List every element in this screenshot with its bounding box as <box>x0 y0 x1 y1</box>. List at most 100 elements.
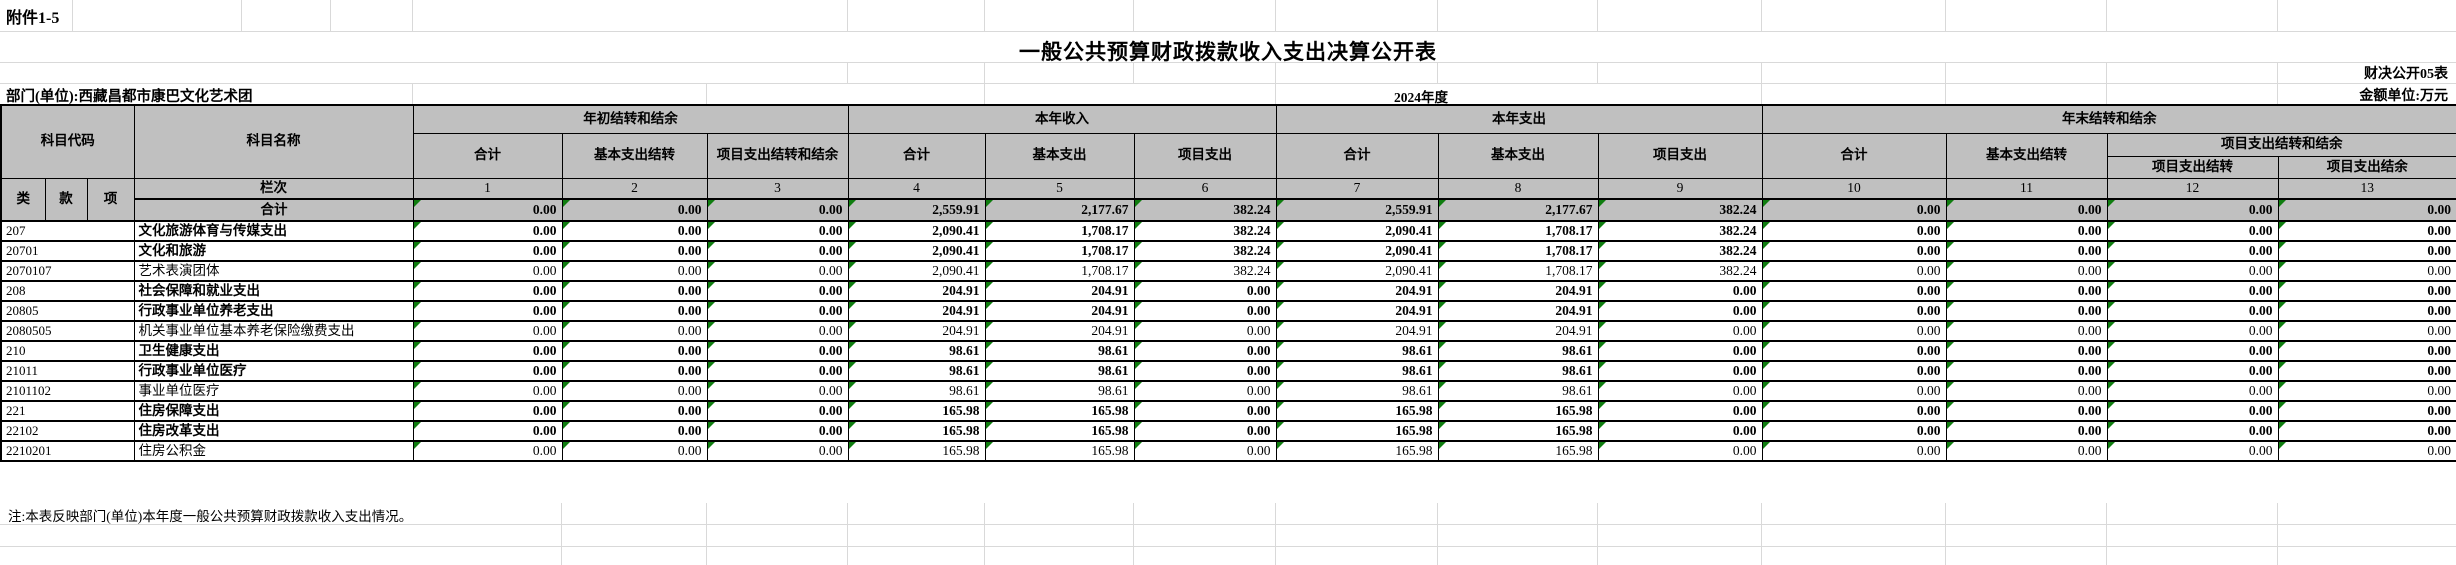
value-cell: 0.00 <box>706 340 849 362</box>
gridline <box>2277 0 2278 31</box>
value-cell: 165.98 <box>1437 400 1599 422</box>
value-cell: 2,090.41 <box>1275 260 1439 282</box>
value-cell: 204.91 <box>847 300 986 322</box>
gridline <box>706 503 707 565</box>
value-cell: 0.00 <box>706 198 849 222</box>
value-cell: 0.00 <box>412 280 563 302</box>
header-subject-code: 科目代码 <box>0 104 135 179</box>
value-cell: 0.00 <box>706 240 849 262</box>
table-row: 2070107 艺术表演团体 0.00 0.00 0.00 2,090.41 1,708.1… <box>0 260 2456 282</box>
column-number-cell: 12 <box>2106 177 2279 200</box>
gridline <box>984 0 985 31</box>
value-cell: 0.00 <box>1945 440 2108 462</box>
gridline <box>706 83 707 104</box>
subject-code-cell: 208 <box>0 280 135 302</box>
subject-code-cell: 2101102 <box>0 380 135 402</box>
subject-name-cell: 住房保障支出 <box>133 400 414 422</box>
value-cell: 0.00 <box>2277 300 2456 322</box>
value-cell: 0.00 <box>1761 220 1947 242</box>
value-cell: 98.61 <box>984 360 1135 382</box>
gridline <box>1945 62 1946 83</box>
attachment-label: 附件1-5 <box>6 10 60 27</box>
value-cell: 98.61 <box>847 380 986 402</box>
table-row: 21011 行政事业单位医疗 0.00 0.00 0.00 98.61 98.61 0.00 9… <box>0 360 2456 382</box>
value-cell: 0.00 <box>2277 240 2456 262</box>
gridline <box>1761 503 1762 565</box>
value-cell: 0.00 <box>412 220 563 242</box>
value-cell: 382.24 <box>1133 240 1277 262</box>
header-cell-lei: 类 <box>0 177 46 222</box>
value-cell: 0.00 <box>412 340 563 362</box>
value-cell: 0.00 <box>1133 420 1277 442</box>
subject-name-cell: 事业单位医疗 <box>133 380 414 402</box>
subject-name-cell: 合计 <box>133 198 414 222</box>
subject-code-cell: 21011 <box>0 360 135 382</box>
table-code-label: 财决公开05表 <box>2364 67 2448 82</box>
gridline <box>2277 83 2278 104</box>
value-cell: 0.00 <box>1945 220 2108 242</box>
value-cell: 0.00 <box>1945 260 2108 282</box>
header-group-current-year-income: 本年收入 <box>847 104 1277 134</box>
value-cell: 98.61 <box>1437 360 1599 382</box>
subject-name-cell: 文化和旅游 <box>133 240 414 262</box>
value-cell: 2,177.67 <box>984 198 1135 222</box>
value-cell: 0.00 <box>706 360 849 382</box>
table-row: 合计 0.00 0.00 0.00 2,559.91 2,177.67 382.24 2,55… <box>1 198 2456 222</box>
value-cell: 2,090.41 <box>847 220 986 242</box>
value-cell: 0.00 <box>561 420 708 442</box>
gridline <box>1597 0 1598 31</box>
table-row: 2080505 机关事业单位基本养老保险缴费支出 0.00 0.00 0.00 204.9… <box>0 320 2456 342</box>
value-cell: 0.00 <box>1945 380 2108 402</box>
header-cell-lanci: 栏次 <box>133 177 414 200</box>
header-subject-name: 科目名称 <box>133 104 414 179</box>
gridline <box>1437 503 1438 565</box>
column-number-cell: 7 <box>1275 177 1439 200</box>
subject-code-cell: 2080505 <box>0 320 135 342</box>
subject-name-cell: 行政事业单位养老支出 <box>133 300 414 322</box>
header-cell: 项目支出 <box>1133 132 1277 179</box>
gridline <box>984 83 985 104</box>
value-cell: 98.61 <box>847 340 986 362</box>
column-number-cell: 6 <box>1133 177 1277 200</box>
value-cell: 382.24 <box>1133 198 1277 222</box>
value-cell: 0.00 <box>2277 198 2456 222</box>
value-cell: 0.00 <box>1761 320 1947 342</box>
value-cell: 98.61 <box>1275 340 1439 362</box>
value-cell: 0.00 <box>1597 400 1763 422</box>
value-cell: 0.00 <box>1133 440 1277 462</box>
gridline <box>0 546 2456 547</box>
value-cell: 98.61 <box>1275 360 1439 382</box>
value-cell: 0.00 <box>2277 260 2456 282</box>
gridline <box>847 503 848 565</box>
value-cell: 0.00 <box>1133 340 1277 362</box>
value-cell: 382.24 <box>1597 240 1763 262</box>
header-subgroup-project-balance: 项目支出结转和结余 <box>2106 132 2456 157</box>
value-cell: 0.00 <box>2106 240 2279 262</box>
value-cell: 165.98 <box>847 440 986 462</box>
value-cell: 0.00 <box>1597 320 1763 342</box>
value-cell: 0.00 <box>412 360 563 382</box>
value-cell: 2,559.91 <box>1275 198 1439 222</box>
table-row: 207 文化旅游体育与传媒支出 0.00 0.00 0.00 2,090.41 1,708.… <box>0 220 2456 242</box>
value-cell: 204.91 <box>1437 300 1599 322</box>
value-cell: 98.61 <box>984 340 1135 362</box>
table-row: 2101102 事业单位医疗 0.00 0.00 0.00 98.61 98.61 0.00 9… <box>0 380 2456 402</box>
value-cell: 0.00 <box>561 220 708 242</box>
value-cell: 0.00 <box>412 240 563 262</box>
value-cell: 0.00 <box>412 260 563 282</box>
value-cell: 165.98 <box>847 420 986 442</box>
gridline <box>1945 503 1946 565</box>
header-cell: 基本支出结转 <box>1945 132 2108 179</box>
table-row: 2210201 住房公积金 0.00 0.00 0.00 165.98 165.98 0.00… <box>0 440 2456 462</box>
value-cell: 2,090.41 <box>847 260 986 282</box>
gridline <box>2277 503 2278 565</box>
fiscal-year-label: 2024年度 <box>1394 90 1448 105</box>
subject-name-cell: 卫生健康支出 <box>133 340 414 362</box>
value-cell: 0.00 <box>412 198 563 222</box>
gridline <box>0 524 2456 525</box>
value-cell: 0.00 <box>2106 400 2279 422</box>
value-cell: 0.00 <box>561 240 708 262</box>
column-number-cell: 11 <box>1945 177 2108 200</box>
gridline <box>241 0 242 31</box>
gridline <box>1275 0 1276 31</box>
